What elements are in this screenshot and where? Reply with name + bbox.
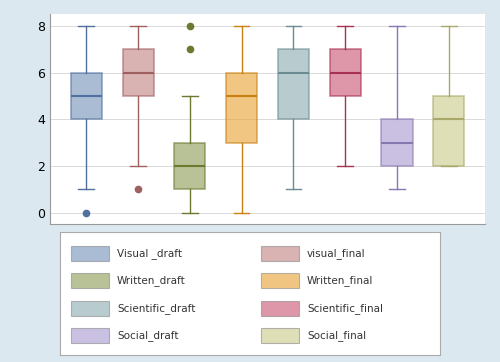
Text: visual_final: visual_final (307, 248, 366, 259)
Text: Written_draft: Written_draft (117, 275, 186, 286)
FancyBboxPatch shape (72, 273, 110, 289)
Bar (70, 73, 102, 119)
FancyBboxPatch shape (262, 273, 300, 289)
Bar (433, 96, 464, 166)
Bar (174, 143, 206, 189)
FancyBboxPatch shape (72, 328, 110, 343)
Text: Scientific_draft: Scientific_draft (117, 303, 196, 314)
FancyBboxPatch shape (262, 301, 300, 316)
Text: Social_draft: Social_draft (117, 330, 178, 341)
Bar (122, 50, 154, 96)
FancyBboxPatch shape (72, 246, 110, 261)
FancyBboxPatch shape (262, 328, 300, 343)
Bar (382, 119, 412, 166)
Bar (330, 50, 360, 96)
Text: Visual _draft: Visual _draft (117, 248, 182, 259)
Text: Written_final: Written_final (307, 275, 374, 286)
Text: Social_final: Social_final (307, 330, 366, 341)
FancyBboxPatch shape (72, 301, 110, 316)
Bar (278, 50, 309, 119)
FancyBboxPatch shape (262, 246, 300, 261)
Text: Scientific_final: Scientific_final (307, 303, 383, 314)
Bar (226, 73, 257, 143)
